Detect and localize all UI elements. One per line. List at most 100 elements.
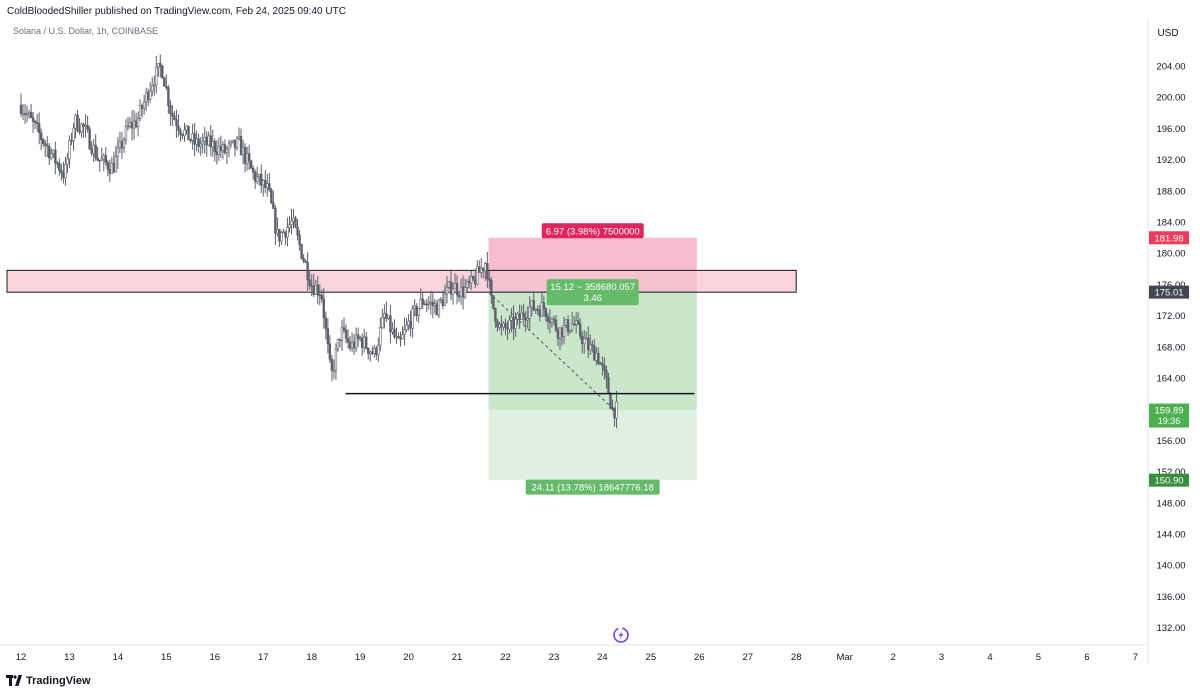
candle bbox=[124, 119, 128, 145]
candle-body bbox=[183, 129, 186, 137]
candle-body bbox=[514, 319, 517, 330]
candle bbox=[181, 133, 184, 140]
lightning-badge-icon[interactable] bbox=[613, 627, 629, 643]
price-tick-label: 200.00 bbox=[1156, 93, 1185, 104]
price-tick-label: 184.00 bbox=[1156, 218, 1185, 229]
candle-body bbox=[576, 320, 580, 324]
price-tag-value: 181.98 bbox=[1154, 233, 1183, 244]
candle-body bbox=[42, 139, 45, 144]
candle bbox=[532, 291, 535, 312]
candle bbox=[290, 208, 293, 235]
candle bbox=[197, 133, 200, 153]
candle-body bbox=[328, 343, 332, 360]
candle bbox=[183, 122, 186, 142]
candle bbox=[550, 317, 554, 328]
candle bbox=[340, 319, 344, 351]
stop-label-bg bbox=[541, 223, 644, 239]
candle bbox=[298, 230, 301, 251]
footer-brand[interactable]: TradingView bbox=[6, 675, 91, 687]
candle bbox=[316, 275, 319, 305]
candle bbox=[128, 117, 132, 129]
candle-body bbox=[447, 281, 451, 288]
candle-body bbox=[603, 365, 606, 371]
candle-body bbox=[205, 137, 208, 146]
candle bbox=[389, 305, 392, 344]
candle bbox=[367, 347, 370, 360]
resistance-zone[interactable] bbox=[6, 269, 797, 293]
candle-body bbox=[155, 67, 158, 86]
candle bbox=[161, 64, 164, 79]
candle bbox=[167, 85, 170, 114]
candle-body bbox=[314, 284, 317, 295]
candle-body bbox=[373, 348, 376, 354]
candle-body bbox=[540, 302, 544, 317]
candle bbox=[272, 190, 275, 210]
candle-body bbox=[211, 141, 214, 148]
candle-body bbox=[560, 327, 564, 337]
candle bbox=[362, 328, 366, 353]
price-tick-label: 192.00 bbox=[1156, 155, 1185, 166]
price-tag-entry: 175.01 bbox=[1149, 285, 1189, 299]
candle bbox=[490, 276, 493, 304]
candle bbox=[421, 291, 424, 310]
candle bbox=[294, 215, 297, 229]
candle-body bbox=[60, 170, 63, 174]
candle-body bbox=[449, 281, 453, 295]
price-tick-label: 148.00 bbox=[1156, 498, 1185, 509]
candle bbox=[72, 123, 75, 151]
candle bbox=[179, 127, 182, 142]
candle-body bbox=[118, 140, 122, 149]
candle bbox=[23, 103, 27, 124]
candle bbox=[603, 357, 606, 380]
candle-body bbox=[62, 172, 65, 179]
candle-body bbox=[50, 153, 53, 159]
candle bbox=[213, 138, 216, 162]
candle-body bbox=[534, 309, 537, 311]
candle-body bbox=[445, 286, 449, 295]
candle-body bbox=[76, 114, 79, 131]
candle-body bbox=[423, 303, 426, 306]
candle-body bbox=[239, 136, 243, 156]
candle-body bbox=[530, 300, 533, 308]
target-label: 24.11 (13.78%) 18647776.18 bbox=[525, 479, 660, 495]
candle-body bbox=[270, 189, 273, 203]
lightning-badge-ring bbox=[613, 627, 629, 643]
candle-body bbox=[54, 149, 57, 164]
candle bbox=[354, 327, 358, 353]
time-tick-label: 18 bbox=[306, 652, 317, 663]
candle bbox=[241, 139, 245, 165]
candle bbox=[205, 131, 208, 158]
candle bbox=[120, 132, 124, 159]
candle bbox=[54, 141, 57, 175]
candle-body bbox=[548, 321, 552, 323]
candle bbox=[324, 311, 328, 340]
candle bbox=[84, 114, 87, 138]
target-label-bg bbox=[525, 479, 660, 495]
candle bbox=[108, 159, 112, 183]
candle-body bbox=[294, 217, 297, 228]
candle bbox=[82, 122, 85, 138]
candle-body bbox=[504, 323, 507, 329]
candle bbox=[92, 138, 95, 162]
candle-body bbox=[585, 337, 588, 340]
candle-body bbox=[98, 159, 101, 162]
candle bbox=[151, 77, 154, 97]
candle-body bbox=[122, 139, 126, 149]
candle bbox=[66, 152, 69, 174]
candle-body bbox=[149, 90, 152, 100]
candle-body bbox=[126, 125, 130, 128]
candle bbox=[514, 312, 517, 337]
candle-body bbox=[207, 135, 210, 146]
price-tick-label: 136.00 bbox=[1156, 592, 1185, 603]
candle bbox=[163, 76, 166, 87]
candle bbox=[350, 332, 354, 352]
candle-body bbox=[476, 266, 479, 285]
candle-body bbox=[274, 208, 277, 234]
candle-body bbox=[144, 92, 148, 103]
candle-body bbox=[185, 125, 188, 131]
candle bbox=[138, 99, 142, 121]
candle-body bbox=[578, 323, 582, 337]
candle bbox=[201, 133, 204, 154]
candle-body bbox=[306, 262, 309, 281]
